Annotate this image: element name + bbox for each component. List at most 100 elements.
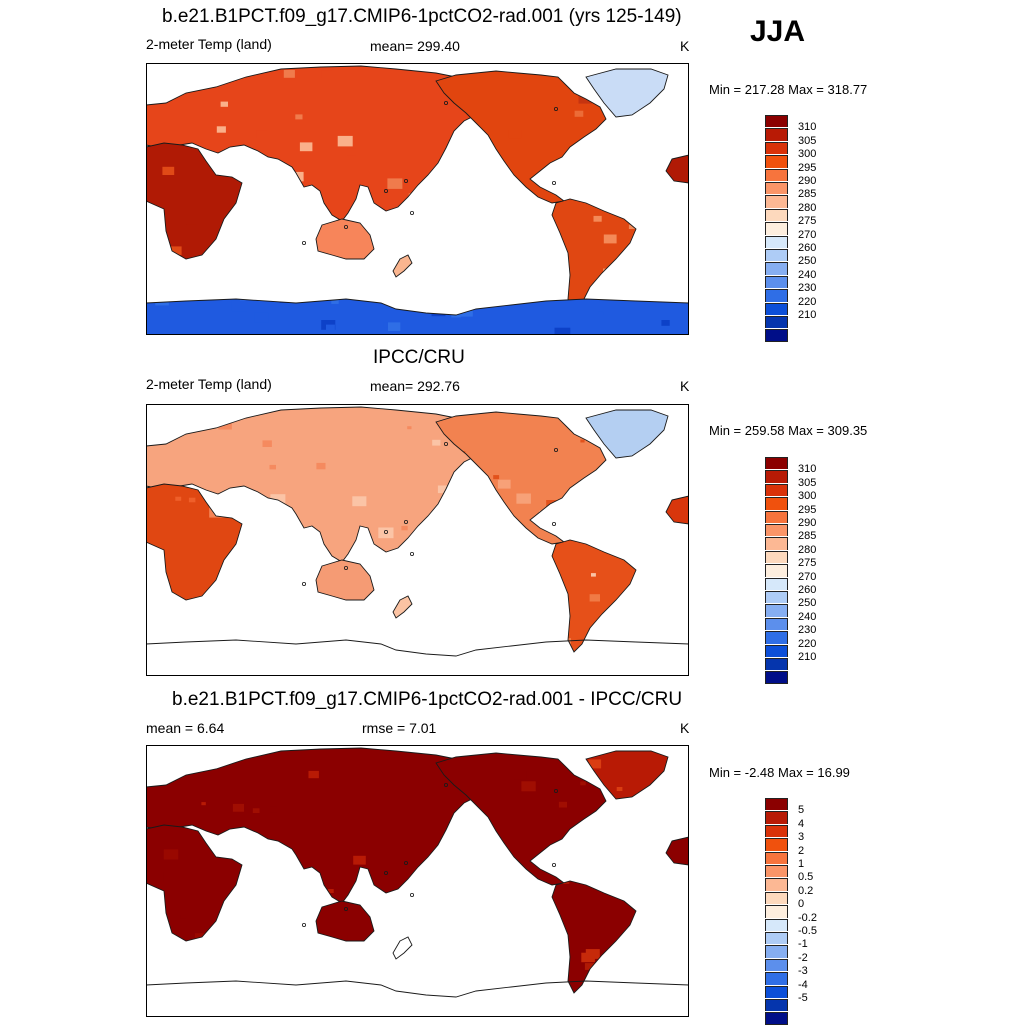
colorbar-tick-label: 260	[798, 242, 817, 254]
colorbar-swatch	[765, 671, 788, 684]
colorbar-swatch	[765, 235, 788, 248]
colorbar-tick-label: 270	[798, 228, 817, 241]
nz-fill	[393, 596, 412, 618]
colorbar-tick-label: 310	[798, 463, 817, 476]
colorbar-tick-label: 300	[798, 490, 817, 503]
colorbar-swatch	[765, 316, 788, 329]
colorbar-swatch	[765, 115, 788, 128]
season-label: JJA	[750, 15, 806, 48]
panel-2-map	[146, 404, 689, 676]
colorbar-tick-label: -5	[798, 992, 808, 1004]
colorbar-tick-label: 250	[798, 597, 817, 610]
colorbar-tick-label: 3	[798, 831, 805, 844]
panel-3-units-label: K	[680, 720, 690, 736]
panel-1-minmax-label: Min = 217.28 Max = 318.77	[709, 82, 868, 97]
panel-2-variable-label: 2-meter Temp (land)	[146, 376, 272, 392]
colorbar-tick-label: 305	[798, 476, 817, 489]
colorbar-tick-label: -4	[798, 978, 808, 991]
colorbar-tick-label: 4	[798, 817, 805, 830]
colorbar-swatch	[765, 591, 788, 604]
colorbar-swatch	[765, 182, 788, 195]
colorbar-tick-label: 275	[798, 557, 817, 570]
colorbar-swatch	[765, 222, 788, 235]
colorbar-tick-label: 0.2	[798, 884, 814, 897]
greenland-coastline	[585, 750, 669, 800]
colorbar-swatch	[765, 958, 788, 972]
colorbar-tick-label: 310	[798, 121, 817, 134]
greenland-fill	[586, 410, 668, 458]
colorbar-swatch	[765, 155, 788, 168]
colorbar-swatch	[765, 457, 788, 470]
colorbar-tick-label: 300	[798, 148, 817, 161]
africa-fill	[146, 484, 242, 600]
colorbar-swatch	[765, 510, 788, 523]
colorbar-swatch	[765, 168, 788, 181]
australia-coastline	[315, 559, 375, 601]
colorbar-swatch	[765, 195, 788, 208]
colorbar-tick-label: 220	[798, 295, 817, 308]
panel-1-map	[146, 63, 689, 335]
colorbar-swatch	[765, 275, 788, 289]
colorbar-tick-label: 250	[798, 255, 817, 268]
southamerica-fill	[552, 881, 636, 993]
colorbar-swatch	[765, 208, 788, 222]
nz-fill	[393, 937, 412, 959]
greenland-fill	[586, 751, 668, 799]
nz-coastline	[392, 936, 413, 960]
colorbar-swatch	[765, 128, 788, 141]
australia-fill	[316, 901, 374, 941]
colorbar-tick-label: 230	[798, 282, 817, 295]
nz-coastline	[392, 254, 413, 278]
colorbar-tick-label: 240	[798, 268, 817, 281]
panel-2-units-label: K	[680, 378, 690, 394]
eurasia-coastline	[146, 406, 492, 563]
panel-2-minmax-label: Min = 259.58 Max = 309.35	[709, 423, 868, 438]
antarctica-fill	[146, 299, 689, 335]
colorbar-swatch	[765, 658, 788, 671]
colorbar-swatch	[765, 891, 788, 905]
southamerica-coastline	[551, 539, 637, 653]
colorbar-tick-label: 260	[798, 584, 817, 596]
westafrica-coastline	[665, 836, 689, 866]
colorbar-tick-label: 285	[798, 530, 817, 543]
colorbar-swatch	[765, 644, 788, 657]
colorbar-swatch	[765, 302, 788, 315]
colorbar-tick-label: -0.2	[798, 911, 817, 924]
colorbar-swatch	[765, 537, 788, 550]
australia-coastline	[315, 900, 375, 942]
map-canvas	[146, 745, 689, 1017]
antarctica-coastline	[146, 298, 689, 335]
colorbar-swatch	[765, 141, 788, 155]
colorbar-tick-label: -3	[798, 965, 808, 978]
colorbar-tick-label: 210	[798, 309, 817, 321]
colorbar-swatch	[765, 524, 788, 537]
australia-coastline	[315, 218, 375, 260]
australia-fill	[316, 219, 374, 259]
panel-1-units-label: K	[680, 38, 690, 54]
colorbar-tick-label: 295	[798, 503, 817, 516]
colorbar-swatch	[765, 289, 788, 302]
africa-coastline	[146, 824, 243, 942]
colorbar-swatch	[765, 918, 788, 931]
panel-2-title: IPCC/CRU	[373, 347, 465, 368]
africa-coastline	[146, 142, 243, 260]
colorbar-swatch	[765, 798, 788, 811]
colorbar-swatch	[765, 617, 788, 631]
southamerica-coastline	[551, 880, 637, 994]
panel-1-title: b.e21.B1PCT.f09_g17.CMIP6-1pctCO2-rad.00…	[162, 6, 682, 27]
colorbar-tick-label: 285	[798, 188, 817, 201]
colorbar-tick-label: 270	[798, 570, 817, 583]
nz-fill	[393, 255, 412, 277]
greenland-coastline	[585, 68, 669, 118]
colorbar-swatch	[765, 985, 788, 998]
map-frame	[146, 745, 689, 1017]
colorbar-tick-label: 210	[798, 651, 817, 663]
colorbar-swatch	[765, 972, 788, 985]
colorbar-swatch	[765, 604, 788, 617]
colorbar-swatch	[765, 483, 788, 497]
colorbar-tick-label: 0	[798, 898, 805, 911]
colorbar-swatch	[765, 999, 788, 1012]
eurasia-coastline	[146, 65, 492, 222]
colorbar-swatch	[765, 329, 788, 342]
northamerica-coastline	[435, 411, 607, 545]
